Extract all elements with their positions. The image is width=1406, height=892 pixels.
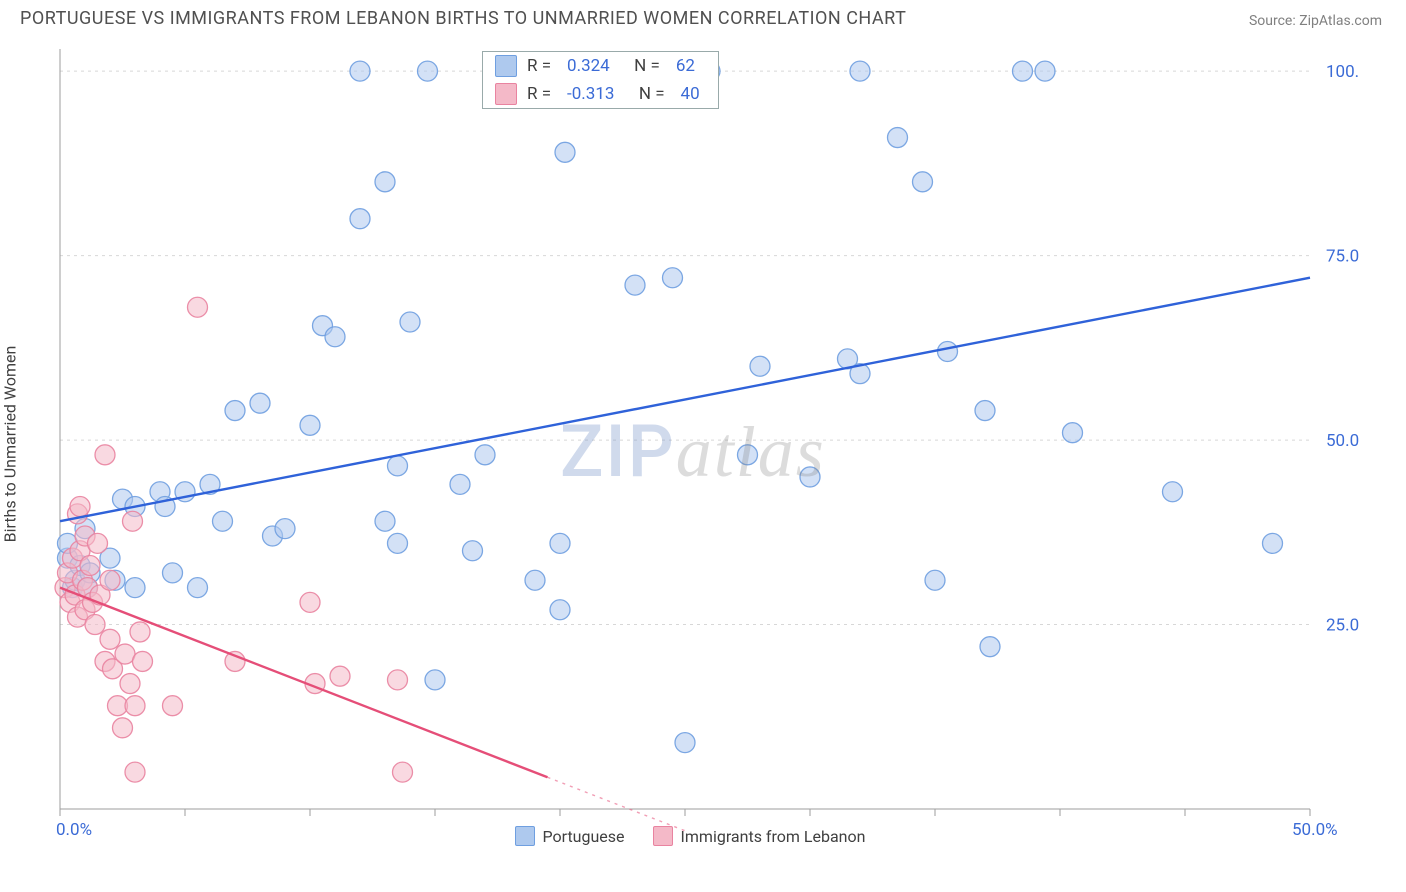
chart-header: PORTUGUESE VS IMMIGRANTS FROM LEBANON BI… <box>0 0 1406 33</box>
data-point <box>1063 423 1083 443</box>
data-point <box>213 511 233 531</box>
data-point <box>95 445 115 465</box>
n-label: N = <box>626 56 660 76</box>
data-point <box>100 570 120 590</box>
data-point <box>738 445 758 465</box>
data-point <box>388 533 408 553</box>
data-point <box>550 600 570 620</box>
data-point <box>123 511 143 531</box>
data-point <box>350 61 370 81</box>
data-point <box>800 467 820 487</box>
data-point <box>663 268 683 288</box>
data-point <box>325 327 345 347</box>
data-point <box>133 651 153 671</box>
n-label: N = <box>630 84 664 104</box>
data-point <box>450 474 470 494</box>
data-point <box>463 541 483 561</box>
data-point <box>300 592 320 612</box>
data-point <box>275 519 295 539</box>
data-point <box>975 401 995 421</box>
data-point <box>400 312 420 332</box>
data-point <box>1163 482 1183 502</box>
data-point <box>980 637 1000 657</box>
legend-item: Portuguese <box>515 817 625 855</box>
legend-swatch <box>653 826 673 846</box>
n-value: 40 <box>675 84 706 104</box>
chart-title: PORTUGUESE VS IMMIGRANTS FROM LEBANON BI… <box>20 8 906 29</box>
data-point <box>425 670 445 690</box>
correlation-scatter-chart: 25.0%50.0%75.0%100.0%0.0%50.0% <box>20 39 1360 849</box>
data-point <box>113 718 133 738</box>
data-point <box>125 578 145 598</box>
r-label: R = <box>527 56 551 76</box>
data-point <box>1035 61 1055 81</box>
data-point <box>1013 61 1033 81</box>
source-link[interactable]: ZipAtlas.com <box>1299 13 1382 29</box>
data-point <box>330 666 350 686</box>
stats-row: R = -0.313 N = 40 <box>483 80 718 108</box>
legend-item: Immigrants from Lebanon <box>653 817 866 855</box>
legend-label: Portuguese <box>543 827 625 846</box>
data-point <box>1263 533 1283 553</box>
data-point <box>375 511 395 531</box>
data-point <box>100 629 120 649</box>
data-point <box>225 401 245 421</box>
data-point <box>388 670 408 690</box>
r-value: -0.313 <box>561 84 620 104</box>
data-point <box>80 556 100 576</box>
series-swatch <box>495 55 517 77</box>
y-tick-label: 25.0% <box>1326 616 1360 636</box>
data-point <box>675 733 695 753</box>
data-point <box>188 578 208 598</box>
r-value: 0.324 <box>561 56 616 76</box>
data-point <box>163 563 183 583</box>
y-tick-label: 50.0% <box>1326 431 1360 451</box>
y-axis-label: Births to Unmarried Women <box>1 346 20 543</box>
data-point <box>550 533 570 553</box>
source-label: Source: <box>1249 13 1299 29</box>
data-point <box>130 622 150 642</box>
data-point <box>418 61 438 81</box>
y-tick-label: 100.0% <box>1326 62 1360 82</box>
data-point <box>88 533 108 553</box>
r-label: R = <box>527 84 551 104</box>
data-point <box>125 696 145 716</box>
data-point <box>250 393 270 413</box>
data-point <box>393 762 413 782</box>
data-point <box>525 570 545 590</box>
n-value: 62 <box>670 56 701 76</box>
data-point <box>750 356 770 376</box>
data-point <box>70 496 90 516</box>
legend-label: Immigrants from Lebanon <box>681 827 866 846</box>
data-point <box>555 142 575 162</box>
chart-container: Births to Unmarried Women 25.0%50.0%75.0… <box>20 39 1386 849</box>
correlation-stats-legend: R = 0.324 N = 62R = -0.313 N = 40 <box>482 51 719 109</box>
data-point <box>925 570 945 590</box>
data-point <box>163 696 183 716</box>
series-legend: Portuguese Immigrants from Lebanon <box>20 817 1360 855</box>
data-point <box>938 342 958 362</box>
trend-line <box>60 278 1310 521</box>
series-swatch <box>495 83 517 105</box>
legend-swatch <box>515 826 535 846</box>
data-point <box>388 456 408 476</box>
stats-row: R = 0.324 N = 62 <box>483 52 718 80</box>
data-point <box>125 762 145 782</box>
data-point <box>350 209 370 229</box>
data-point <box>300 415 320 435</box>
data-point <box>85 615 105 635</box>
y-tick-label: 75.0% <box>1326 247 1360 267</box>
data-point <box>888 128 908 148</box>
data-point <box>850 61 870 81</box>
source-attribution: Source: ZipAtlas.com <box>1249 13 1382 29</box>
data-point <box>475 445 495 465</box>
data-point <box>913 172 933 192</box>
data-point <box>375 172 395 192</box>
data-point <box>120 674 140 694</box>
data-point <box>188 297 208 317</box>
data-point <box>625 275 645 295</box>
